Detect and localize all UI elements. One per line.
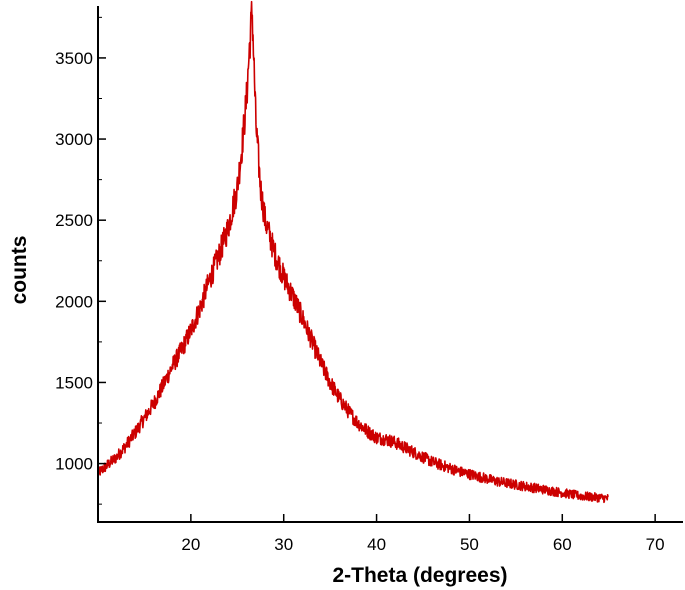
- x-axis-ticks: 20 30 40 50 60 70: [181, 514, 665, 554]
- x-tick-label: 50: [460, 535, 479, 554]
- y-axis-ticks: 1000 1500 2000 2500 3000 3500: [55, 16, 106, 505]
- y-axis-title: counts: [8, 236, 31, 305]
- y-tick-label: 3500: [55, 49, 93, 68]
- x-tick-label: 40: [367, 535, 386, 554]
- y-tick-label: 2000: [55, 292, 93, 311]
- y-tick-label: 1000: [55, 455, 93, 474]
- y-tick-label: 2500: [55, 211, 93, 230]
- x-tick-label: 70: [646, 535, 665, 554]
- y-tick-label: 1500: [55, 373, 93, 392]
- x-tick-label: 20: [181, 535, 200, 554]
- x-tick-label: 30: [274, 535, 293, 554]
- x-axis-title: 2-Theta (degrees): [332, 564, 507, 587]
- series-line: [97, 0, 610, 504]
- y-tick-label: 3000: [55, 130, 93, 149]
- plot-area: [97, 0, 610, 504]
- x-tick-label: 60: [553, 535, 572, 554]
